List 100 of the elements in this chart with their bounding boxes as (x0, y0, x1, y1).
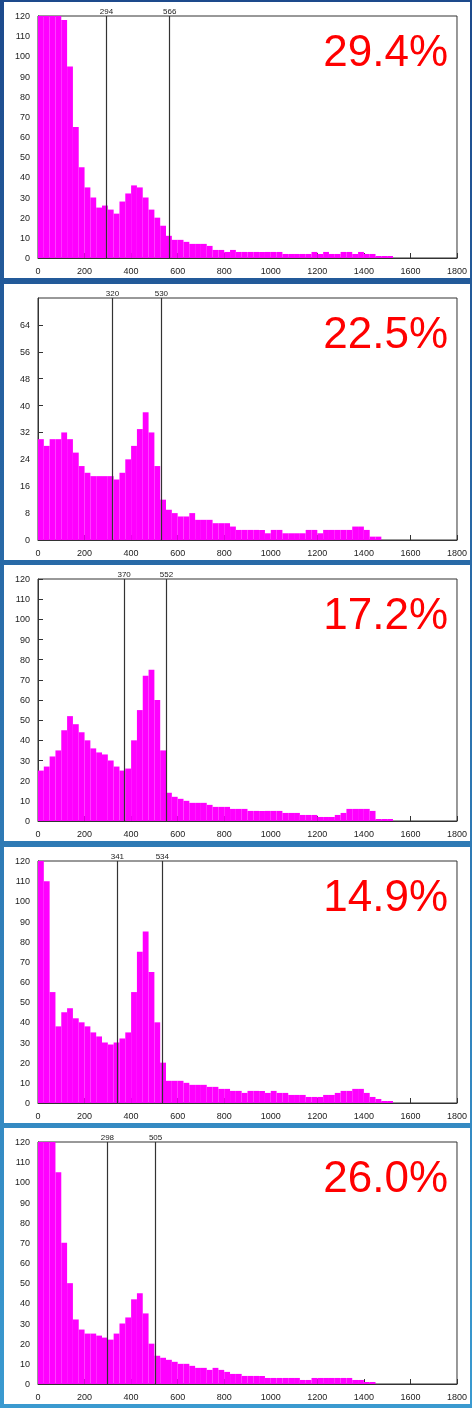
x-tick-label: 1800 (446, 1391, 467, 1402)
x-tick-label: 0 (35, 1110, 41, 1121)
y-tick-label: 16 (19, 480, 30, 491)
y-tick-label: 30 (19, 192, 30, 203)
x-tick-label: 1600 (400, 828, 421, 839)
x-tick-label: 1000 (260, 547, 281, 558)
y-tick-label: 30 (19, 1318, 30, 1329)
ref-line-label: 534 (155, 851, 170, 861)
y-tick-label: 40 (19, 400, 30, 411)
x-tick-label: 1800 (446, 265, 467, 276)
x-tick-label: 1000 (260, 1391, 281, 1402)
x-tick-label: 800 (216, 547, 232, 558)
x-tick-label: 600 (170, 265, 186, 276)
y-tick-label: 30 (19, 755, 30, 766)
x-tick-label: 1200 (307, 828, 328, 839)
x-tick-label: 400 (123, 1391, 139, 1402)
x-tick-label: 600 (170, 1110, 186, 1121)
ref-line-label: 370 (117, 569, 132, 579)
x-tick-label: 1200 (307, 547, 328, 558)
x-tick-label: 1400 (353, 547, 374, 558)
y-tick-label: 70 (19, 111, 30, 122)
y-tick-label: 0 (24, 253, 30, 263)
y-tick-label: 120 (14, 11, 30, 21)
y-tick-label: 90 (19, 916, 30, 927)
y-tick-label: 0 (24, 816, 30, 827)
x-tick-label: 1800 (446, 1110, 467, 1121)
y-tick-label: 40 (19, 1298, 30, 1309)
y-tick-label: 90 (19, 634, 30, 645)
y-tick-label: 56 (19, 346, 30, 357)
y-tick-label: 110 (15, 594, 30, 605)
y-tick-label: 80 (19, 91, 30, 102)
y-tick-label: 40 (19, 1017, 30, 1028)
y-tick-label: 20 (19, 775, 30, 786)
x-tick-label: 200 (77, 1391, 93, 1402)
y-tick-label: 70 (19, 675, 30, 686)
y-tick-label: 0 (24, 1379, 30, 1390)
x-tick-label: 200 (77, 828, 93, 839)
x-tick-label: 400 (123, 547, 139, 558)
annotation: 14.9% (323, 870, 449, 920)
y-tick-label: 50 (19, 715, 30, 726)
y-tick-label: 50 (19, 152, 30, 163)
x-tick-label: 800 (216, 828, 232, 839)
y-tick-label: 32 (19, 427, 30, 438)
y-tick-label: 0 (24, 534, 30, 545)
x-tick-label: 800 (216, 1110, 232, 1121)
x-tick-label: 400 (123, 265, 139, 276)
annotation: 17.2% (323, 588, 449, 638)
ref-line-label: 530 (154, 288, 169, 298)
y-tick-label: 90 (19, 1197, 30, 1208)
x-tick-label: 1400 (353, 1110, 374, 1121)
y-tick-label: 100 (14, 1177, 30, 1188)
y-tick-label: 60 (19, 1258, 30, 1269)
ref-line-label: 320 (105, 288, 120, 298)
x-tick-label: 600 (170, 1391, 186, 1402)
y-tick-label: 10 (19, 796, 30, 807)
x-tick-label: 1200 (307, 265, 328, 276)
y-tick-label: 20 (19, 1339, 30, 1350)
y-tick-label: 80 (19, 936, 30, 947)
x-tick-label: 1000 (260, 265, 281, 276)
y-tick-label: 64 (19, 319, 30, 330)
y-tick-label: 120 (14, 855, 30, 866)
x-tick-label: 1600 (400, 1110, 421, 1121)
y-tick-label: 60 (19, 976, 30, 987)
y-tick-label: 70 (19, 956, 30, 967)
x-tick-label: 0 (35, 1391, 41, 1402)
x-tick-label: 600 (170, 828, 186, 839)
ref-line-label: 552 (159, 569, 174, 579)
x-tick-label: 1000 (260, 1110, 281, 1121)
annotation: 26.0% (323, 1151, 449, 1201)
ref-line-label: 566 (163, 6, 177, 16)
y-tick-label: 90 (19, 71, 30, 82)
annotation: 22.5% (323, 307, 449, 357)
y-tick-label: 20 (19, 1057, 30, 1068)
x-tick-label: 1400 (353, 1391, 374, 1402)
x-tick-label: 1600 (400, 1391, 421, 1402)
y-tick-label: 110 (15, 875, 30, 886)
x-tick-label: 1200 (307, 1391, 328, 1402)
y-tick-label: 10 (19, 232, 30, 243)
x-tick-label: 0 (35, 828, 41, 839)
ref-line-label: 294 (99, 6, 114, 16)
y-tick-label: 40 (19, 172, 30, 183)
x-tick-label: 1400 (353, 265, 374, 276)
x-tick-label: 1600 (400, 265, 421, 276)
y-tick-label: 110 (15, 31, 30, 42)
y-tick-label: 50 (19, 1278, 30, 1289)
ref-line-label: 298 (100, 1132, 115, 1142)
y-tick-label: 8 (24, 507, 30, 518)
y-tick-label: 100 (14, 614, 30, 625)
y-tick-label: 48 (19, 373, 30, 384)
x-tick-label: 200 (77, 1110, 93, 1121)
y-tick-label: 110 (15, 1157, 30, 1168)
x-tick-label: 1600 (400, 547, 421, 558)
y-tick-label: 100 (14, 51, 30, 62)
x-tick-label: 1800 (446, 547, 467, 558)
x-tick-label: 1400 (353, 828, 374, 839)
y-tick-label: 60 (19, 695, 30, 706)
y-tick-label: 40 (19, 735, 30, 746)
y-tick-label: 30 (19, 1037, 30, 1048)
y-tick-label: 24 (19, 453, 30, 464)
y-tick-label: 10 (19, 1359, 30, 1370)
